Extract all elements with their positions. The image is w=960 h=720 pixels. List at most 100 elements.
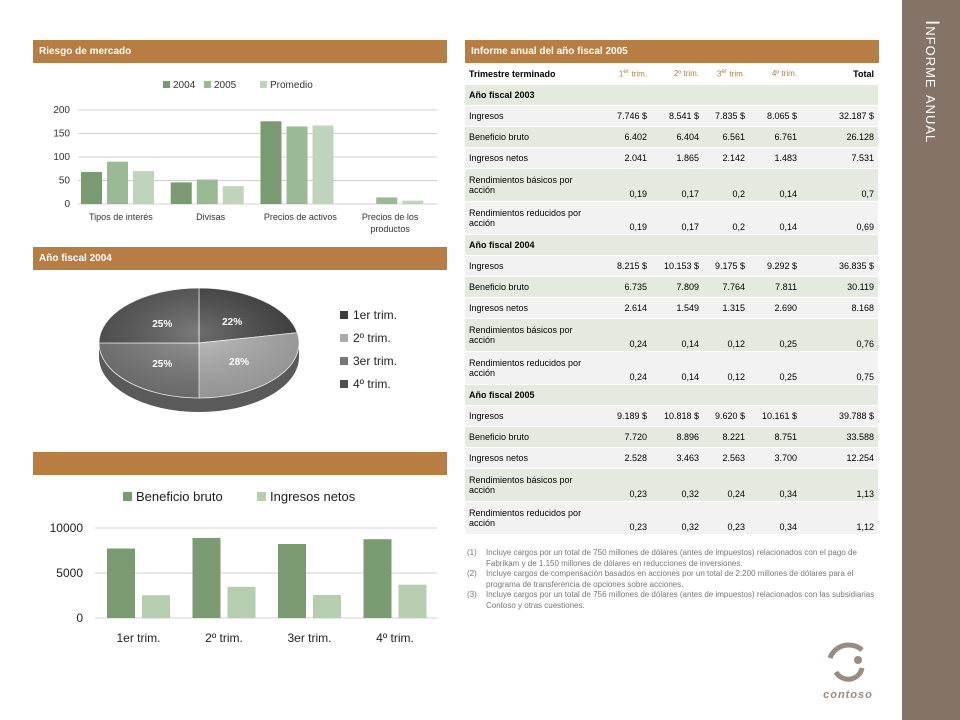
row-label: Rendimientos básicos por acción	[465, 318, 605, 352]
cell-value: 1.865	[651, 147, 703, 169]
cell-value: 0,25	[749, 351, 801, 385]
cell-value: 1.483	[749, 147, 801, 169]
bar	[81, 172, 102, 204]
cell-value: 0,23	[703, 501, 749, 535]
cell-value: 0,76	[801, 318, 878, 352]
col-total: Total	[801, 64, 878, 85]
category-label: 3er trim.	[287, 631, 331, 645]
cell-value: 0,2	[703, 201, 749, 235]
cell-value: 2.563	[703, 447, 749, 469]
cell-value: 0,34	[749, 501, 801, 535]
market-risk-legend: 2004 2005 Promedio	[163, 80, 313, 91]
cell-value: 30.119	[801, 276, 878, 298]
cell-value: 0,23	[605, 468, 651, 502]
row-label: Rendimientos reducidos por acción	[465, 201, 605, 235]
cell-value: 0,24	[605, 318, 651, 352]
row-label: Rendimientos reducidos por acción	[465, 351, 605, 385]
y-tick-label: 0	[64, 199, 70, 210]
cell-value: 2.528	[605, 447, 651, 469]
cell-value: 0,69	[801, 201, 878, 235]
legend-label: Beneficio bruto	[136, 489, 223, 504]
legend-swatch	[123, 492, 132, 501]
row-label: Beneficio bruto	[465, 126, 605, 148]
cell-value: 0,24	[605, 351, 651, 385]
pie-slice-label: 28%	[229, 357, 249, 368]
bar	[196, 179, 218, 204]
category-label: 4º trim.	[376, 631, 414, 645]
cell-value: 7.764	[703, 276, 749, 298]
col-q1: 1er trim.	[605, 64, 651, 85]
table-row: Beneficio bruto 7.720 8.896 8.221 8.751 33.58…	[465, 426, 878, 448]
cell-value: 8.168	[801, 297, 878, 319]
cell-value: 0,14	[749, 201, 801, 235]
table-row: Beneficio bruto 6.735 7.809 7.764 7.811 30.11…	[465, 276, 878, 298]
row-label: Beneficio bruto	[465, 426, 605, 448]
category-label: Tipos de interés	[89, 212, 153, 222]
report-section-title: Año fiscal 2005	[465, 384, 878, 406]
legend-swatch	[340, 311, 348, 319]
cell-value: 7.809	[651, 276, 703, 298]
row-label: Ingresos netos	[465, 447, 605, 469]
cell-value: 10.818 $	[651, 405, 703, 427]
cell-value: 8.751	[749, 426, 801, 448]
cell-value: 6.402	[605, 126, 651, 148]
cell-value: 6.404	[651, 126, 703, 148]
report-header: Informe anual del año fiscal 2005	[465, 40, 879, 63]
legend-label: 3er trim.	[353, 354, 397, 368]
profit-chart-header	[33, 452, 447, 475]
legend-label: 1er trim.	[353, 308, 397, 322]
cell-value: 6.735	[605, 276, 651, 298]
cell-value: 0,75	[801, 351, 878, 385]
cell-value: 0,14	[651, 318, 703, 352]
fy2004-pie-chart: 22% 28% 25% 25% 1er trim. 2º trim. 3er trim. 4…	[98, 287, 397, 412]
y-tick-label: 100	[53, 152, 70, 163]
cell-value: 1,13	[801, 468, 878, 502]
cell-value: 6.761	[749, 126, 801, 148]
cell-value: 33.588	[801, 426, 878, 448]
cell-value: 8.541 $	[651, 105, 703, 127]
cell-value: 0,17	[651, 201, 703, 235]
legend-swatch	[257, 492, 266, 501]
row-label: Ingresos netos	[465, 297, 605, 319]
cell-value: 9.292 $	[749, 255, 801, 277]
cell-value: 10.161 $	[749, 405, 801, 427]
legend-label: 4º trim.	[353, 377, 391, 391]
bar	[363, 539, 392, 618]
table-row: Rendimientos reducidos por acción 0,23 0,3…	[465, 501, 878, 535]
table-row: Rendimientos reducidos por acción 0,24 0,1…	[465, 351, 878, 385]
report-column-headers: Trimestre terminado 1er trim. 2º trim. 3…	[465, 64, 878, 85]
row-label: Ingresos	[465, 105, 605, 127]
cell-value: 7.720	[605, 426, 651, 448]
cell-value: 8.896	[651, 426, 703, 448]
category-label: Precios de los	[362, 212, 419, 222]
cell-value: 32.187 $	[801, 105, 878, 127]
footnote: (2) Incluye cargos de compensación basado…	[467, 569, 854, 589]
category-label: 1er trim.	[116, 631, 160, 645]
cell-value: 9.175 $	[703, 255, 749, 277]
sidebar-title: Informe anual	[921, 20, 942, 144]
row-label: Rendimientos básicos por acción	[465, 468, 605, 502]
table-row: Ingresos 8.215 $10.153 $9.175 $9.292 $36.…	[465, 255, 878, 277]
market-risk-header: Riesgo de mercado	[33, 40, 447, 63]
pie-slice-label: 25%	[152, 359, 172, 370]
col-quarter-ended: Trimestre terminado	[465, 64, 605, 85]
legend-label: 2004	[173, 80, 196, 91]
cell-value: 39.788 $	[801, 405, 878, 427]
table-row: Ingresos netos 2.614 1.549 1.315 2.690 8.168	[465, 297, 878, 319]
col-q4: 4º trim.	[749, 64, 801, 85]
cell-value: 0,12	[703, 351, 749, 385]
footnote: (1) Incluye cargos por un total de 750 mi…	[467, 548, 857, 568]
row-label: Rendimientos reducidos por acción	[465, 501, 605, 535]
cell-value: 9.189 $	[605, 405, 651, 427]
svg-text:contoso: contoso	[823, 689, 873, 701]
cell-value: 0,25	[749, 318, 801, 352]
row-label: Beneficio bruto	[465, 276, 605, 298]
cell-value: 7.531	[801, 147, 878, 169]
col-q3: 3er trim.	[703, 64, 749, 85]
cell-value: 2.041	[605, 147, 651, 169]
report-section-title: Año fiscal 2003	[465, 84, 878, 106]
profit-income-chart: Beneficio bruto Ingresos netos 10000 5000 0…	[50, 489, 437, 645]
cell-value: 0,2	[703, 168, 749, 202]
profit-income-legend: Beneficio bruto Ingresos netos	[123, 489, 356, 504]
cell-value: 8.215 $	[605, 255, 651, 277]
